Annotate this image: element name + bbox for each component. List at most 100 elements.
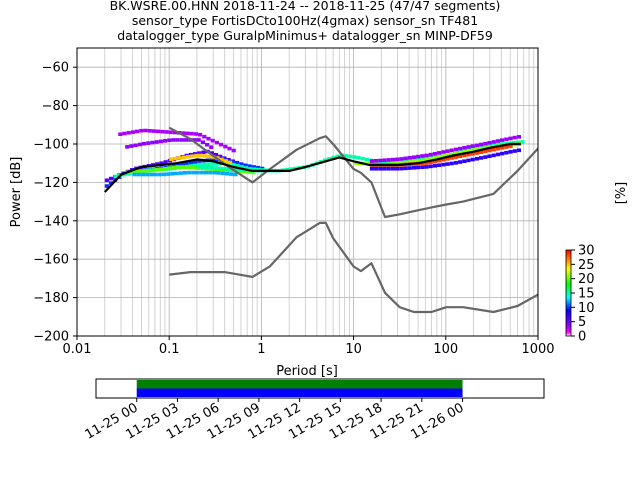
density-cell: [166, 172, 171, 176]
density-cell: [411, 165, 417, 170]
density-cell: [508, 150, 513, 154]
density-cell: [395, 166, 400, 171]
density-cell: [491, 147, 496, 152]
density-cell: [500, 151, 505, 156]
density-cell: [247, 164, 252, 168]
x-axis-ticks: 0.01 0.1 1 10 100 1000: [63, 336, 555, 357]
density-cell: [441, 162, 446, 167]
density-cell: [223, 159, 228, 163]
density-cell: [175, 165, 180, 169]
density-cell: [198, 153, 203, 158]
coverage-bar: [136, 388, 463, 397]
density-cell: [407, 166, 412, 170]
density-cell: [289, 167, 294, 171]
density-cell: [449, 156, 454, 160]
y-tick-label: −60: [42, 61, 69, 76]
density-cell: [479, 150, 484, 154]
density-cell: [137, 169, 142, 174]
density-cell: [479, 142, 484, 147]
density-cell: [204, 142, 210, 147]
density-cell: [234, 167, 239, 172]
density-cell: [154, 140, 159, 144]
density-cell: [424, 161, 429, 165]
density-cell: [453, 155, 459, 159]
density-cell: [483, 141, 488, 146]
density-cell: [428, 152, 433, 157]
density-cell: [179, 165, 184, 169]
density-cell: [137, 142, 142, 147]
density-cell: [196, 138, 201, 142]
colorbar-tick-label: 10: [578, 301, 595, 316]
density-cell: [177, 156, 182, 160]
density-cell: [218, 154, 223, 159]
density-cell: [171, 138, 176, 142]
series-layer: [103, 126, 538, 314]
density-cell: [360, 156, 365, 161]
density-cell: [433, 156, 438, 160]
density-cell: [195, 170, 200, 175]
density-cell: [462, 149, 467, 154]
density-cell: [369, 166, 375, 171]
density-cell: [437, 155, 442, 159]
density-cell: [150, 140, 155, 145]
density-cell: [156, 129, 161, 134]
density-cell: [487, 154, 492, 159]
density-cell: [285, 167, 290, 172]
density-cell: [369, 159, 375, 163]
density-cell: [403, 156, 408, 161]
density-cell: [159, 161, 164, 165]
density-cell: [386, 158, 391, 162]
density-cell: [192, 166, 197, 170]
chart-title-line1: BK.WSRE.00.HNN 2018-11-24 -- 2018-11-25 …: [110, 0, 501, 13]
density-cell: [174, 171, 179, 176]
density-cell: [214, 140, 220, 145]
density-cell: [133, 143, 138, 148]
density-cell: [378, 158, 383, 163]
density-cell: [243, 163, 248, 168]
density-cell: [217, 166, 223, 171]
density-cell: [122, 172, 127, 177]
density-cell: [504, 137, 509, 142]
density-cell: [146, 141, 151, 145]
density-cell: [154, 168, 159, 172]
density-cell: [382, 158, 387, 163]
colorbar-tick-label: 30: [578, 244, 595, 259]
x-tick-label: 1: [257, 342, 265, 357]
density-cell: [231, 162, 236, 167]
density-cell: [139, 128, 144, 133]
colorbar-tick-label: 5: [578, 315, 586, 330]
density-cell: [219, 142, 224, 147]
density-cell: [108, 181, 114, 185]
density-cell: [219, 157, 224, 162]
density-cell: [487, 148, 492, 153]
density-cell: [495, 146, 501, 151]
y-tick-label: −160: [33, 253, 69, 268]
density-cell: [104, 184, 109, 188]
density-cell: [193, 163, 198, 168]
density-cell: [133, 169, 138, 174]
density-cell: [428, 164, 433, 169]
density-cell: [213, 152, 219, 157]
density-cell: [183, 138, 189, 142]
density-cell: [364, 157, 370, 162]
density-cell: [458, 150, 463, 155]
density-cell: [203, 170, 209, 175]
colorbar-label: [%]: [614, 182, 629, 205]
density-cell: [500, 138, 505, 142]
density-cell: [390, 157, 396, 162]
density-cell: [153, 172, 158, 177]
density-cell: [175, 138, 180, 142]
density-cell: [251, 170, 256, 175]
x-tick-label: 10: [345, 342, 362, 357]
density-cell: [164, 130, 169, 134]
density-cell: [470, 152, 475, 156]
density-cell: [470, 157, 475, 162]
density-cell: [470, 144, 475, 148]
density-cell: [462, 153, 467, 158]
density-cell: [243, 166, 249, 170]
density-cell: [163, 160, 168, 164]
density-cell: [404, 160, 409, 165]
density-cell: [155, 162, 160, 166]
density-cell: [441, 150, 446, 154]
